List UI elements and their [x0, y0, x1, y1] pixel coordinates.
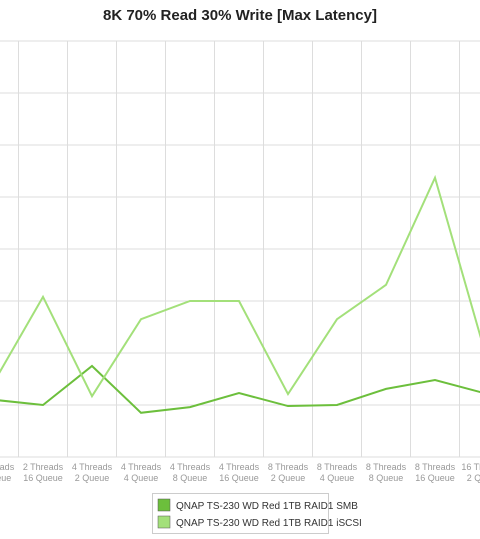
legend-swatch: [157, 515, 171, 529]
x-tick-label: 4 Threads: [121, 462, 162, 472]
x-tick-label: 4 Queue: [124, 473, 159, 483]
x-tick-label: 8 Queue: [173, 473, 208, 483]
x-tick-label: 16 Queue: [415, 473, 455, 483]
x-tick-label: 8 Threads: [268, 462, 309, 472]
series-line: [0, 364, 480, 414]
chart-title: 8K 70% Read 30% Write [Max Latency]: [103, 7, 377, 24]
x-tick-label: 8 Threads: [366, 462, 407, 472]
x-tick-label: 8 Threads: [415, 462, 456, 472]
x-tick-label: 16 Threads: [461, 462, 480, 472]
x-tick-label: 4 Threads: [170, 462, 211, 472]
x-tick-label: 8 Threads: [317, 462, 358, 472]
x-tick-label: 2 Queue: [467, 473, 480, 483]
x-tick-label: 2 Threads: [0, 462, 15, 472]
legend-label: QNAP TS-230 WD Red 1TB RAID1 iSCSI: [176, 518, 362, 529]
x-tick-label: 4 Queue: [320, 473, 355, 483]
x-tick-label: 2 Queue: [271, 473, 306, 483]
x-tick-label: 4 Threads: [219, 462, 260, 472]
legend-box: [152, 493, 329, 534]
legend-swatch: [157, 498, 171, 512]
legend-label: QNAP TS-230 WD Red 1TB RAID1 SMB: [176, 501, 358, 512]
x-tick-label: 16 Queue: [219, 473, 259, 483]
x-tick-label: 2 Queue: [75, 473, 110, 483]
series-line: [0, 174, 480, 399]
x-tick-label: 4 Threads: [72, 462, 113, 472]
x-tick-label: 8 Queue: [0, 473, 11, 483]
x-tick-label: 8 Queue: [369, 473, 404, 483]
x-tick-label: 16 Queue: [23, 473, 63, 483]
x-tick-label: 2 Threads: [23, 462, 64, 472]
